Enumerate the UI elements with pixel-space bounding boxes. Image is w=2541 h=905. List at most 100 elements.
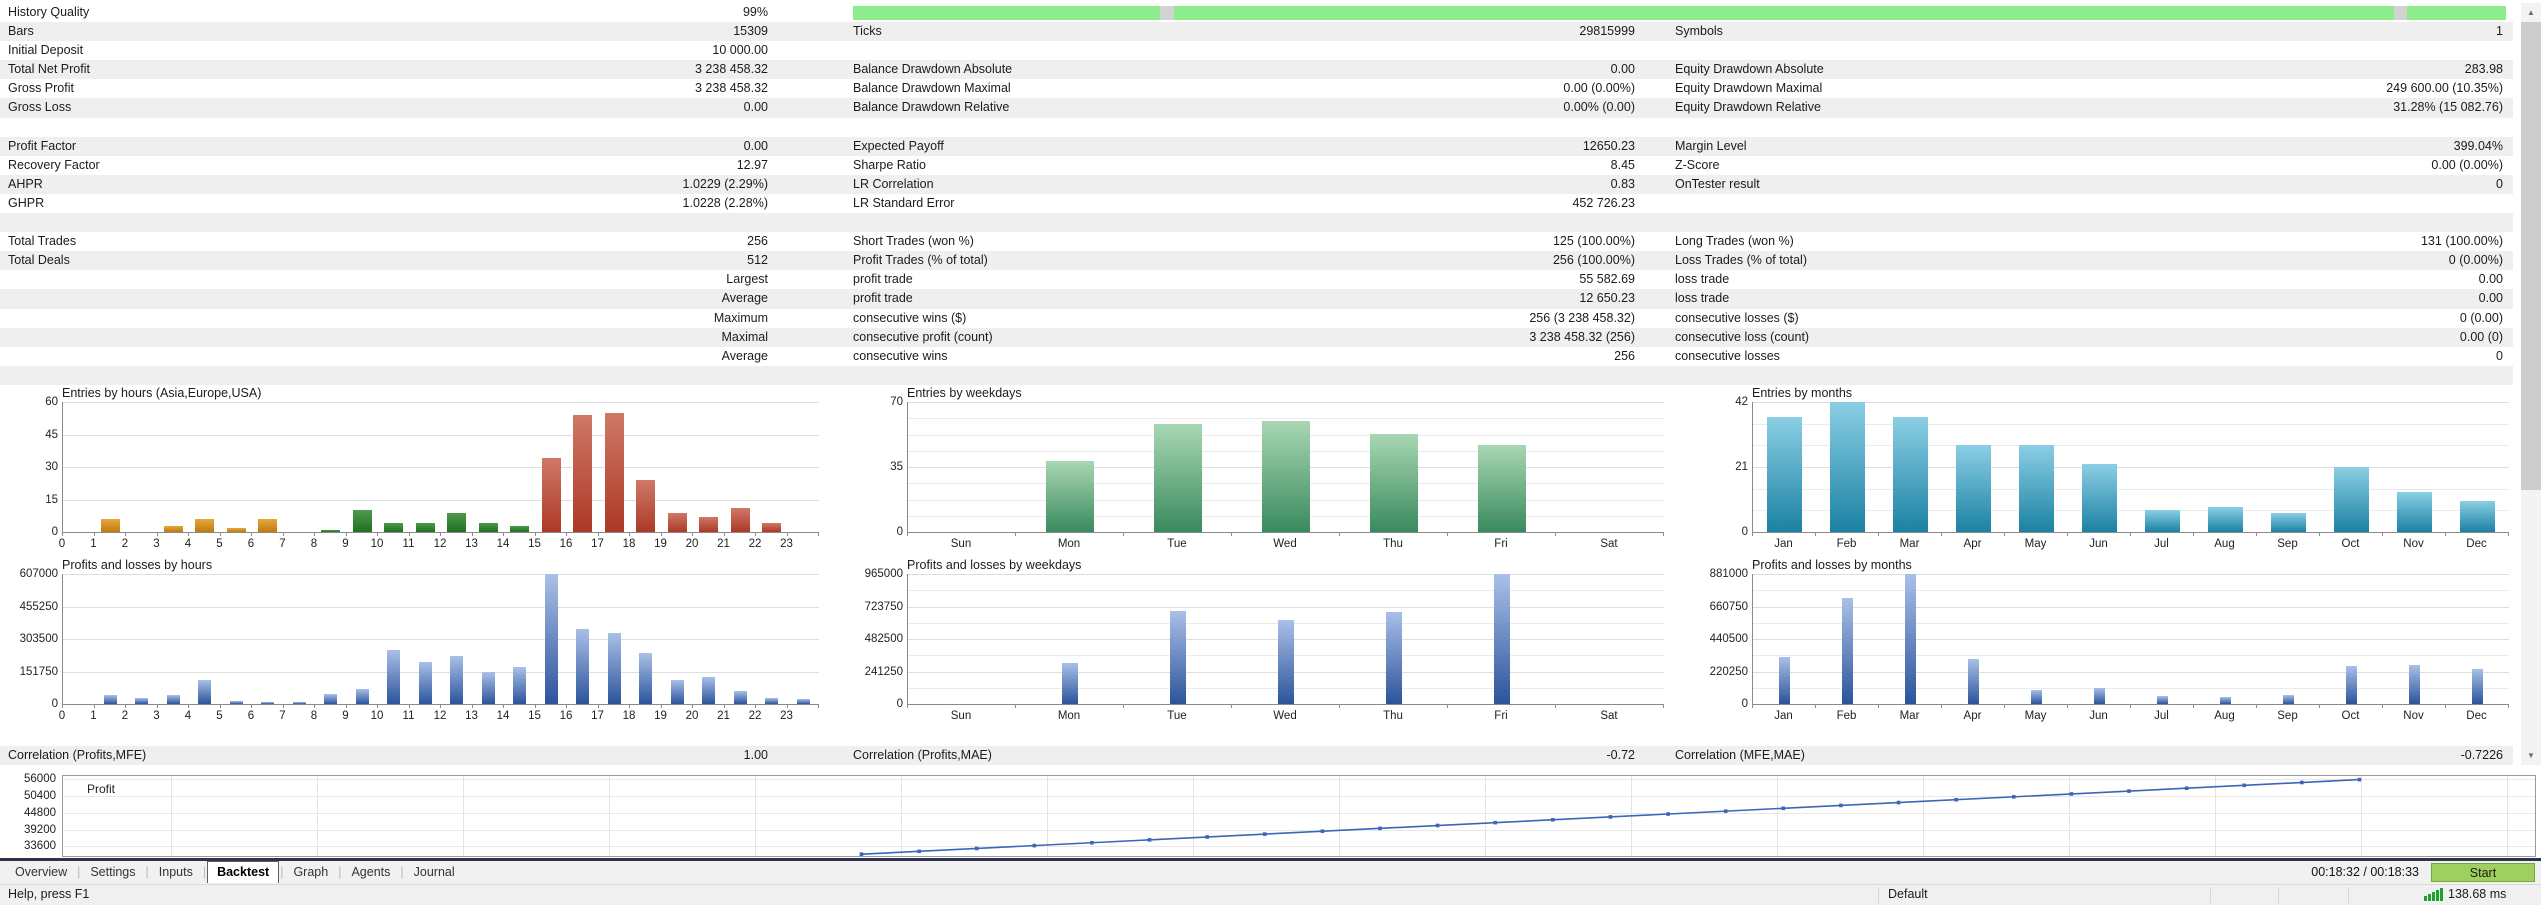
report-cell-group: Average	[8, 347, 768, 366]
tab-graph[interactable]: Graph	[293, 865, 329, 879]
report-cell-group: consecutive loss (count) 0.00 (0)	[1675, 328, 2503, 347]
stat-value: -0.7226	[2460, 748, 2503, 762]
x-axis-tick	[345, 533, 347, 536]
tab-agents[interactable]: Agents	[351, 865, 391, 879]
stat-value: 12.97	[736, 157, 768, 172]
stat-value: 0.00	[1610, 62, 1635, 77]
x-axis-label: Oct	[2341, 538, 2360, 550]
report-cell-group: loss trade 0.00	[1675, 270, 2503, 289]
x-axis-tick	[692, 533, 693, 536]
gridline-vertical	[1339, 776, 1340, 856]
report-table: History Quality 99% Bars 15309 Ticks 29815999…	[0, 3, 2513, 385]
report-row: Profit Factor 0.00 Expected Payoff 12650.23…	[0, 136, 2513, 156]
tab-inputs[interactable]: Inputs	[158, 865, 193, 879]
y-axis-label: 0	[896, 526, 903, 538]
stat-label: AHPR	[8, 176, 43, 191]
x-axis-tick	[1231, 705, 1232, 708]
gridline	[63, 467, 819, 468]
stat-label: Balance Drawdown Maximal	[853, 81, 1011, 96]
bar	[2346, 666, 2357, 704]
y-axis-label: 607000	[19, 568, 58, 580]
x-axis-tick	[125, 533, 126, 536]
y-axis-label: 0	[1741, 698, 1748, 710]
x-axis-label: Jan	[1774, 710, 1793, 722]
stat-value: 3 238 458.32	[695, 81, 768, 96]
x-axis-label: 12	[433, 538, 447, 550]
x-axis-label: 3	[153, 710, 160, 722]
bar	[481, 672, 495, 704]
stat-value: 0.00	[743, 138, 768, 153]
start-button[interactable]: Start	[2431, 863, 2535, 882]
x-axis-tick	[907, 533, 908, 536]
tab-overview[interactable]: Overview	[15, 865, 68, 879]
x-axis-tick	[503, 705, 504, 708]
scrollbar-thumb[interactable]	[2521, 22, 2541, 490]
tab-settings[interactable]: Settings	[90, 865, 136, 879]
x-axis-label: 20	[685, 710, 699, 722]
report-cell-group: Short Trades (won %) 125 (100.00%)	[853, 232, 1635, 251]
scrollbar-up-icon[interactable]: ▲	[2521, 3, 2541, 22]
chart-title: Entries by months	[1752, 386, 1853, 400]
stat-value: Average	[721, 291, 768, 306]
x-axis-tick	[377, 705, 378, 708]
stat-value: 1.0229 (2.29%)	[682, 176, 768, 191]
x-axis-label: Thu	[1383, 710, 1403, 722]
x-axis-label: 6	[247, 538, 255, 550]
stat-value: 452 726.23	[1572, 195, 1635, 210]
x-axis-tick	[1447, 705, 1448, 708]
x-axis-label: Tue	[1167, 538, 1187, 550]
x-axis-tick	[2193, 705, 2194, 708]
x-axis-label: 10	[370, 710, 384, 722]
report-cell-group: Balance Drawdown Absolute 0.00	[853, 60, 1635, 79]
x-axis-label: 22	[748, 538, 762, 550]
report-cell-group: Equity Drawdown Maximal 249 600.00 (10.35…	[1675, 79, 2503, 98]
x-axis-tick	[1752, 705, 1753, 708]
history-quality-gap	[2393, 5, 2407, 20]
bar-chart: Entries by months 0 21 42 Jan Feb Mar Apr May Jun…	[1698, 385, 2510, 557]
x-axis-label: 17	[591, 538, 604, 550]
tab-journal[interactable]: Journal	[413, 865, 455, 879]
x-axis-label: Sun	[950, 710, 972, 722]
gridline	[63, 402, 819, 403]
x-axis-tick	[2130, 705, 2131, 708]
report-row: Average consecutive wins 256 consecutive lo…	[0, 347, 2513, 366]
stat-value: 15309	[733, 24, 768, 39]
status-separator	[2348, 887, 2349, 903]
x-axis-tick	[440, 705, 441, 708]
x-axis-label: 1	[90, 710, 97, 722]
report-cell-group: Expected Payoff 12650.23	[853, 137, 1635, 156]
report-cell-group: Correlation (Profits,MFE) 1.00	[8, 746, 768, 765]
x-axis-tick	[2193, 533, 2194, 536]
report-cell-group: Maximal	[8, 328, 768, 347]
bar	[1478, 444, 1526, 532]
stat-label: Profit Factor	[8, 138, 77, 153]
x-axis-label: 21	[717, 710, 730, 722]
x-axis-label: Mar	[1899, 538, 1920, 550]
scrollbar-down-icon[interactable]: ▼	[2521, 746, 2541, 765]
tab-backtest[interactable]: Backtest	[207, 861, 280, 883]
y-axis-label: 0	[896, 698, 903, 710]
scrollbar[interactable]: ▲ ▼	[2521, 3, 2541, 765]
status-latency: 138.68 ms	[2448, 887, 2507, 901]
bar	[513, 666, 527, 704]
report-cell-group: Average	[8, 289, 768, 308]
tab-separator: |	[77, 865, 81, 879]
y-axis-label: 660750	[1709, 600, 1748, 613]
chart-plot	[1752, 402, 2509, 533]
gridline	[63, 812, 2535, 814]
gridline-minor	[1753, 445, 2509, 447]
status-separator	[2210, 887, 2211, 903]
y-axis-label: 440500	[1709, 633, 1748, 645]
x-axis-tick	[1815, 705, 1816, 708]
report-cell-group: Total Trades 256	[8, 232, 768, 251]
x-axis-tick	[62, 705, 63, 708]
report-row	[0, 365, 2513, 385]
x-axis-tick	[2067, 705, 2068, 708]
stat-value: 99%	[742, 5, 768, 19]
x-axis-label: 18	[622, 538, 636, 550]
x-axis-tick	[2445, 533, 2446, 536]
stat-value: 283.98	[2464, 62, 2503, 77]
report-row: Initial Deposit 10 000.00	[0, 41, 2513, 60]
stat-value: 256	[747, 234, 768, 249]
report-cell-group: consecutive wins 256	[853, 347, 1635, 366]
